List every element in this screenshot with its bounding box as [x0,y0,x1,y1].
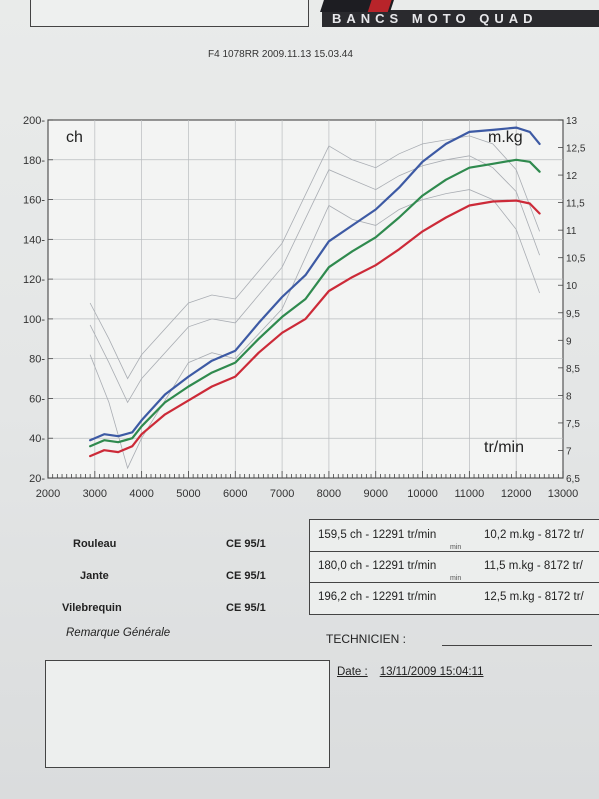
brand-logo-area: BANCS MOTO QUAD [320,0,599,30]
x-tick-label: 5000 [176,488,200,500]
chart-grid [48,120,563,478]
header-left-box [30,0,309,27]
x-tick-label: 13000 [548,488,579,500]
y-left-tick-label: 100- [23,314,45,326]
x-axis-label: tr/min [484,439,524,456]
y-right-tick-label: 7,5 [566,419,580,430]
x-tick-label: 12000 [501,488,532,500]
y-right-tick-label: 8 [566,391,572,402]
y-axis-right: 6,5 7 7,5 8 8,5 9 9,5 10 10,5 11 11,5 12 12,5 13 [558,116,586,485]
date-value: 13/11/2009 15:04:11 [379,666,484,678]
table-row-label: Jante [80,570,109,582]
date-label: Date : [337,666,368,678]
technician-signature-line [442,645,592,646]
faint-curve [89,155,540,404]
y-left-tick-label: 200- [23,115,45,127]
result-row: 196,2 ch - 12291 tr/min 12,5 m.kg - 8172… [310,582,599,613]
x-tick-label: 6000 [223,488,247,500]
result-unit-overflow: min [450,544,462,551]
table-row-norm: CE 95/1 [226,570,266,582]
x-tick-label: 2000 [36,488,60,500]
series-line [88,126,541,442]
result-unit-overflow: min [450,575,462,582]
y-right-tick-label: 13 [566,116,578,127]
x-tick-label: 11000 [454,488,484,500]
result-row: 159,5 ch - 12291 tr/min 10,2 m.kg - 8172… [310,520,599,552]
dyno-chart: 2000 3000 4000 5000 6000 7000 8000 9000 10000 110… [23,115,586,500]
y-left-tick-label: 120- [23,274,45,286]
y-axis-left-label: ch [66,129,83,146]
result-power: 180,0 ch - 12291 tr/min [318,560,437,572]
remarks-label: Remarque Générale [66,627,171,639]
result-torque: 12,5 m.kg - 8172 tr/ [484,591,584,603]
results-table: 159,5 ch - 12291 tr/min 10,2 m.kg - 8172… [309,519,599,615]
y-right-tick-label: 10 [566,281,578,292]
result-row: 180,0 ch - 12291 tr/min 11,5 m.kg - 8172… [310,551,599,583]
faint-curve [89,135,540,380]
y-left-tick-label: 160- [23,195,45,207]
y-left-tick-label: 80- [29,354,45,366]
result-torque: 11,5 m.kg - 8172 tr/ [484,560,583,572]
result-torque: 10,2 m.kg - 8172 tr/ [484,529,584,541]
x-tick-label: 9000 [363,488,387,500]
series-line [88,199,541,458]
y-left-tick-label: 40- [29,433,45,445]
y-right-tick-label: 12 [566,171,578,182]
technician-label: TECHNICIEN : [326,632,407,646]
y-right-tick-label: 10,5 [566,254,586,265]
y-axis-right-label: m.kg [488,129,523,146]
y-right-tick-label: 9,5 [566,309,580,320]
brand-strip [322,10,599,27]
brand-text: BANCS MOTO QUAD [332,11,538,26]
table-row-norm: CE 95/1 [226,538,266,550]
y-left-tick-label: 60- [29,393,45,405]
table-row-label: Rouleau [73,538,117,550]
faint-curve [89,189,540,470]
document-title: F4 1078RR 2009.11.13 15.03.44 [208,49,353,60]
x-tick-label: 10000 [407,488,438,500]
x-tick-label: 3000 [83,488,107,500]
y-right-tick-label: 9 [566,336,572,347]
table-row-norm: CE 95/1 [226,602,266,614]
y-right-tick-label: 11,5 [566,199,585,210]
x-tick-label: 8000 [317,488,341,500]
y-left-tick-label: 20- [29,473,45,485]
x-tick-label: 4000 [129,488,153,500]
y-right-tick-label: 8,5 [566,364,580,375]
x-axis: 2000 3000 4000 5000 6000 7000 8000 9000 10000 110… [36,471,579,500]
y-axis-left: 20- 40- 60- 80- 100- 120- 140- 160- 180- 200- [23,115,53,485]
y-right-tick-label: 7 [566,446,572,457]
remarks-box [45,660,330,768]
x-tick-label: 7000 [270,488,294,500]
y-left-tick-label: 180- [23,155,45,167]
y-right-tick-label: 11 [566,226,577,237]
y-left-tick-label: 140- [23,234,45,246]
series-line [88,158,541,448]
background-curves [89,135,540,470]
result-power: 159,5 ch - 12291 tr/min [318,529,437,541]
y-right-tick-label: 12,5 [566,144,586,155]
date-row: Date : 13/11/2009 15:04:11 [337,666,484,678]
result-power: 196,2 ch - 12291 tr/min [318,591,437,603]
series-lines [88,126,541,458]
table-row-label: Vilebrequin [62,602,122,614]
y-right-tick-label: 6,5 [566,474,580,485]
